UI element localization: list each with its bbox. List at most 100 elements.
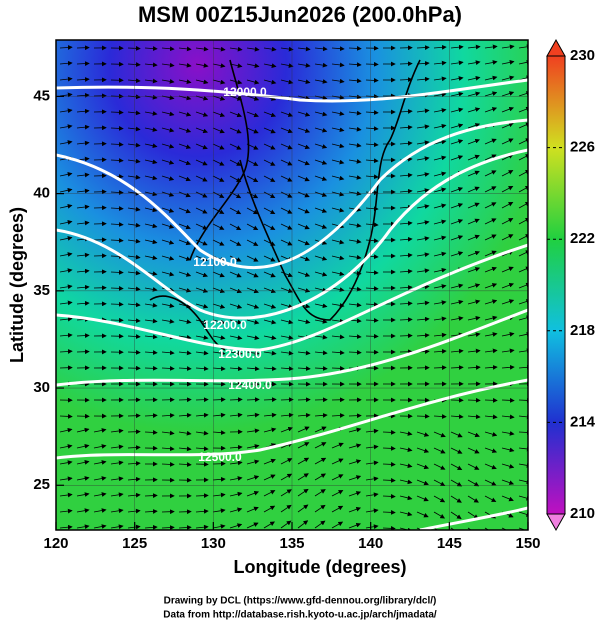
stream-arrow — [518, 138, 528, 145]
stream-arrow — [195, 239, 208, 246]
stream-arrow — [161, 143, 175, 149]
stream-arrow — [365, 524, 379, 530]
stream-arrow — [127, 461, 141, 466]
stream-arrow — [59, 236, 73, 241]
stream-arrow — [484, 332, 498, 337]
stream-arrow — [331, 239, 345, 245]
stream-arrow — [110, 158, 124, 163]
stream-arrow — [59, 508, 73, 514]
stream-arrow — [416, 463, 429, 470]
colorbar-tick-label: 218 — [570, 322, 595, 339]
stream-arrow — [399, 495, 413, 501]
stream-arrow — [518, 495, 528, 501]
stream-arrow — [229, 239, 242, 246]
stream-arrow — [365, 110, 379, 115]
stream-arrow — [280, 504, 292, 513]
stream-arrow — [348, 443, 362, 449]
stream-arrow — [467, 75, 481, 81]
stream-arrow — [76, 427, 90, 433]
stream-arrow — [93, 508, 107, 513]
stream-arrow — [433, 527, 439, 530]
stream-arrow — [246, 159, 259, 166]
stream-arrow — [212, 271, 225, 278]
stream-arrow — [399, 124, 413, 130]
stream-arrow — [416, 124, 430, 130]
stream-arrow — [433, 123, 447, 129]
stream-arrow — [195, 412, 209, 418]
stream-arrow — [501, 414, 515, 420]
stream-arrow — [144, 159, 158, 165]
stream-arrow — [263, 271, 276, 278]
stream-arrow — [365, 78, 379, 83]
stream-arrow — [212, 524, 226, 529]
stream-arrow — [467, 250, 480, 257]
stream-arrow — [212, 335, 226, 340]
stream-arrow — [229, 444, 243, 450]
stream-arrow — [348, 427, 362, 433]
stream-arrow — [314, 207, 328, 213]
stream-arrow — [518, 59, 528, 65]
stream-arrow — [399, 77, 413, 82]
stream-arrow — [484, 283, 498, 289]
stream-arrow — [246, 350, 260, 356]
stream-arrow — [127, 524, 141, 530]
stream-arrow — [178, 239, 191, 246]
stream-arrow — [229, 287, 242, 294]
stream-arrow — [178, 430, 192, 436]
stream-arrow — [314, 271, 328, 277]
stream-arrow — [93, 428, 107, 433]
stream-arrow — [331, 223, 345, 229]
stream-arrow — [59, 187, 73, 193]
stream-arrow — [76, 300, 90, 306]
stream-arrow — [229, 397, 243, 403]
stream-arrow — [467, 267, 481, 273]
stream-arrow — [246, 111, 259, 118]
contour-label: 12500.0 — [198, 450, 242, 464]
stream-arrow — [59, 444, 73, 449]
stream-arrow — [76, 220, 90, 226]
stream-arrow — [127, 222, 141, 228]
stream-arrow — [450, 414, 464, 420]
stream-arrow — [76, 284, 90, 290]
stream-arrow — [110, 109, 124, 115]
stream-arrow — [127, 476, 141, 482]
x-tick-label: 140 — [358, 535, 383, 552]
stream-arrow — [467, 170, 480, 177]
stream-arrow — [195, 255, 208, 262]
stream-arrow — [93, 460, 107, 465]
stream-arrow — [314, 520, 326, 529]
stream-arrow — [161, 79, 175, 84]
stream-arrow — [518, 348, 528, 354]
stream-arrow — [212, 223, 225, 230]
stream-arrow — [467, 138, 480, 145]
stream-arrow — [263, 46, 277, 52]
stream-arrow — [59, 316, 73, 322]
stream-arrow — [161, 223, 175, 229]
stream-arrow — [297, 143, 310, 150]
stream-arrow — [382, 493, 396, 499]
stream-arrow — [501, 75, 515, 81]
stream-arrow — [484, 266, 497, 273]
stream-arrow — [433, 495, 446, 503]
stream-arrow — [501, 154, 514, 161]
stream-arrow — [484, 170, 497, 177]
stream-arrow — [314, 473, 327, 481]
stream-arrow — [76, 172, 90, 178]
stream-arrow — [229, 366, 243, 372]
stream-arrow — [280, 458, 293, 465]
stream-arrow — [280, 143, 293, 150]
stream-arrow — [161, 413, 175, 418]
stream-arrow — [93, 524, 107, 529]
stream-arrow — [195, 143, 208, 150]
stream-arrow — [110, 270, 124, 275]
stream-arrow — [76, 252, 90, 258]
stream-arrow — [365, 286, 379, 291]
stream-arrow — [59, 92, 73, 98]
stream-arrow — [195, 335, 209, 340]
stream-arrow — [433, 479, 446, 486]
stream-arrow — [144, 302, 158, 308]
stream-arrow — [433, 431, 446, 438]
stream-arrow — [263, 223, 276, 230]
stream-arrow — [212, 397, 226, 403]
y-tick-label: 30 — [33, 379, 50, 396]
